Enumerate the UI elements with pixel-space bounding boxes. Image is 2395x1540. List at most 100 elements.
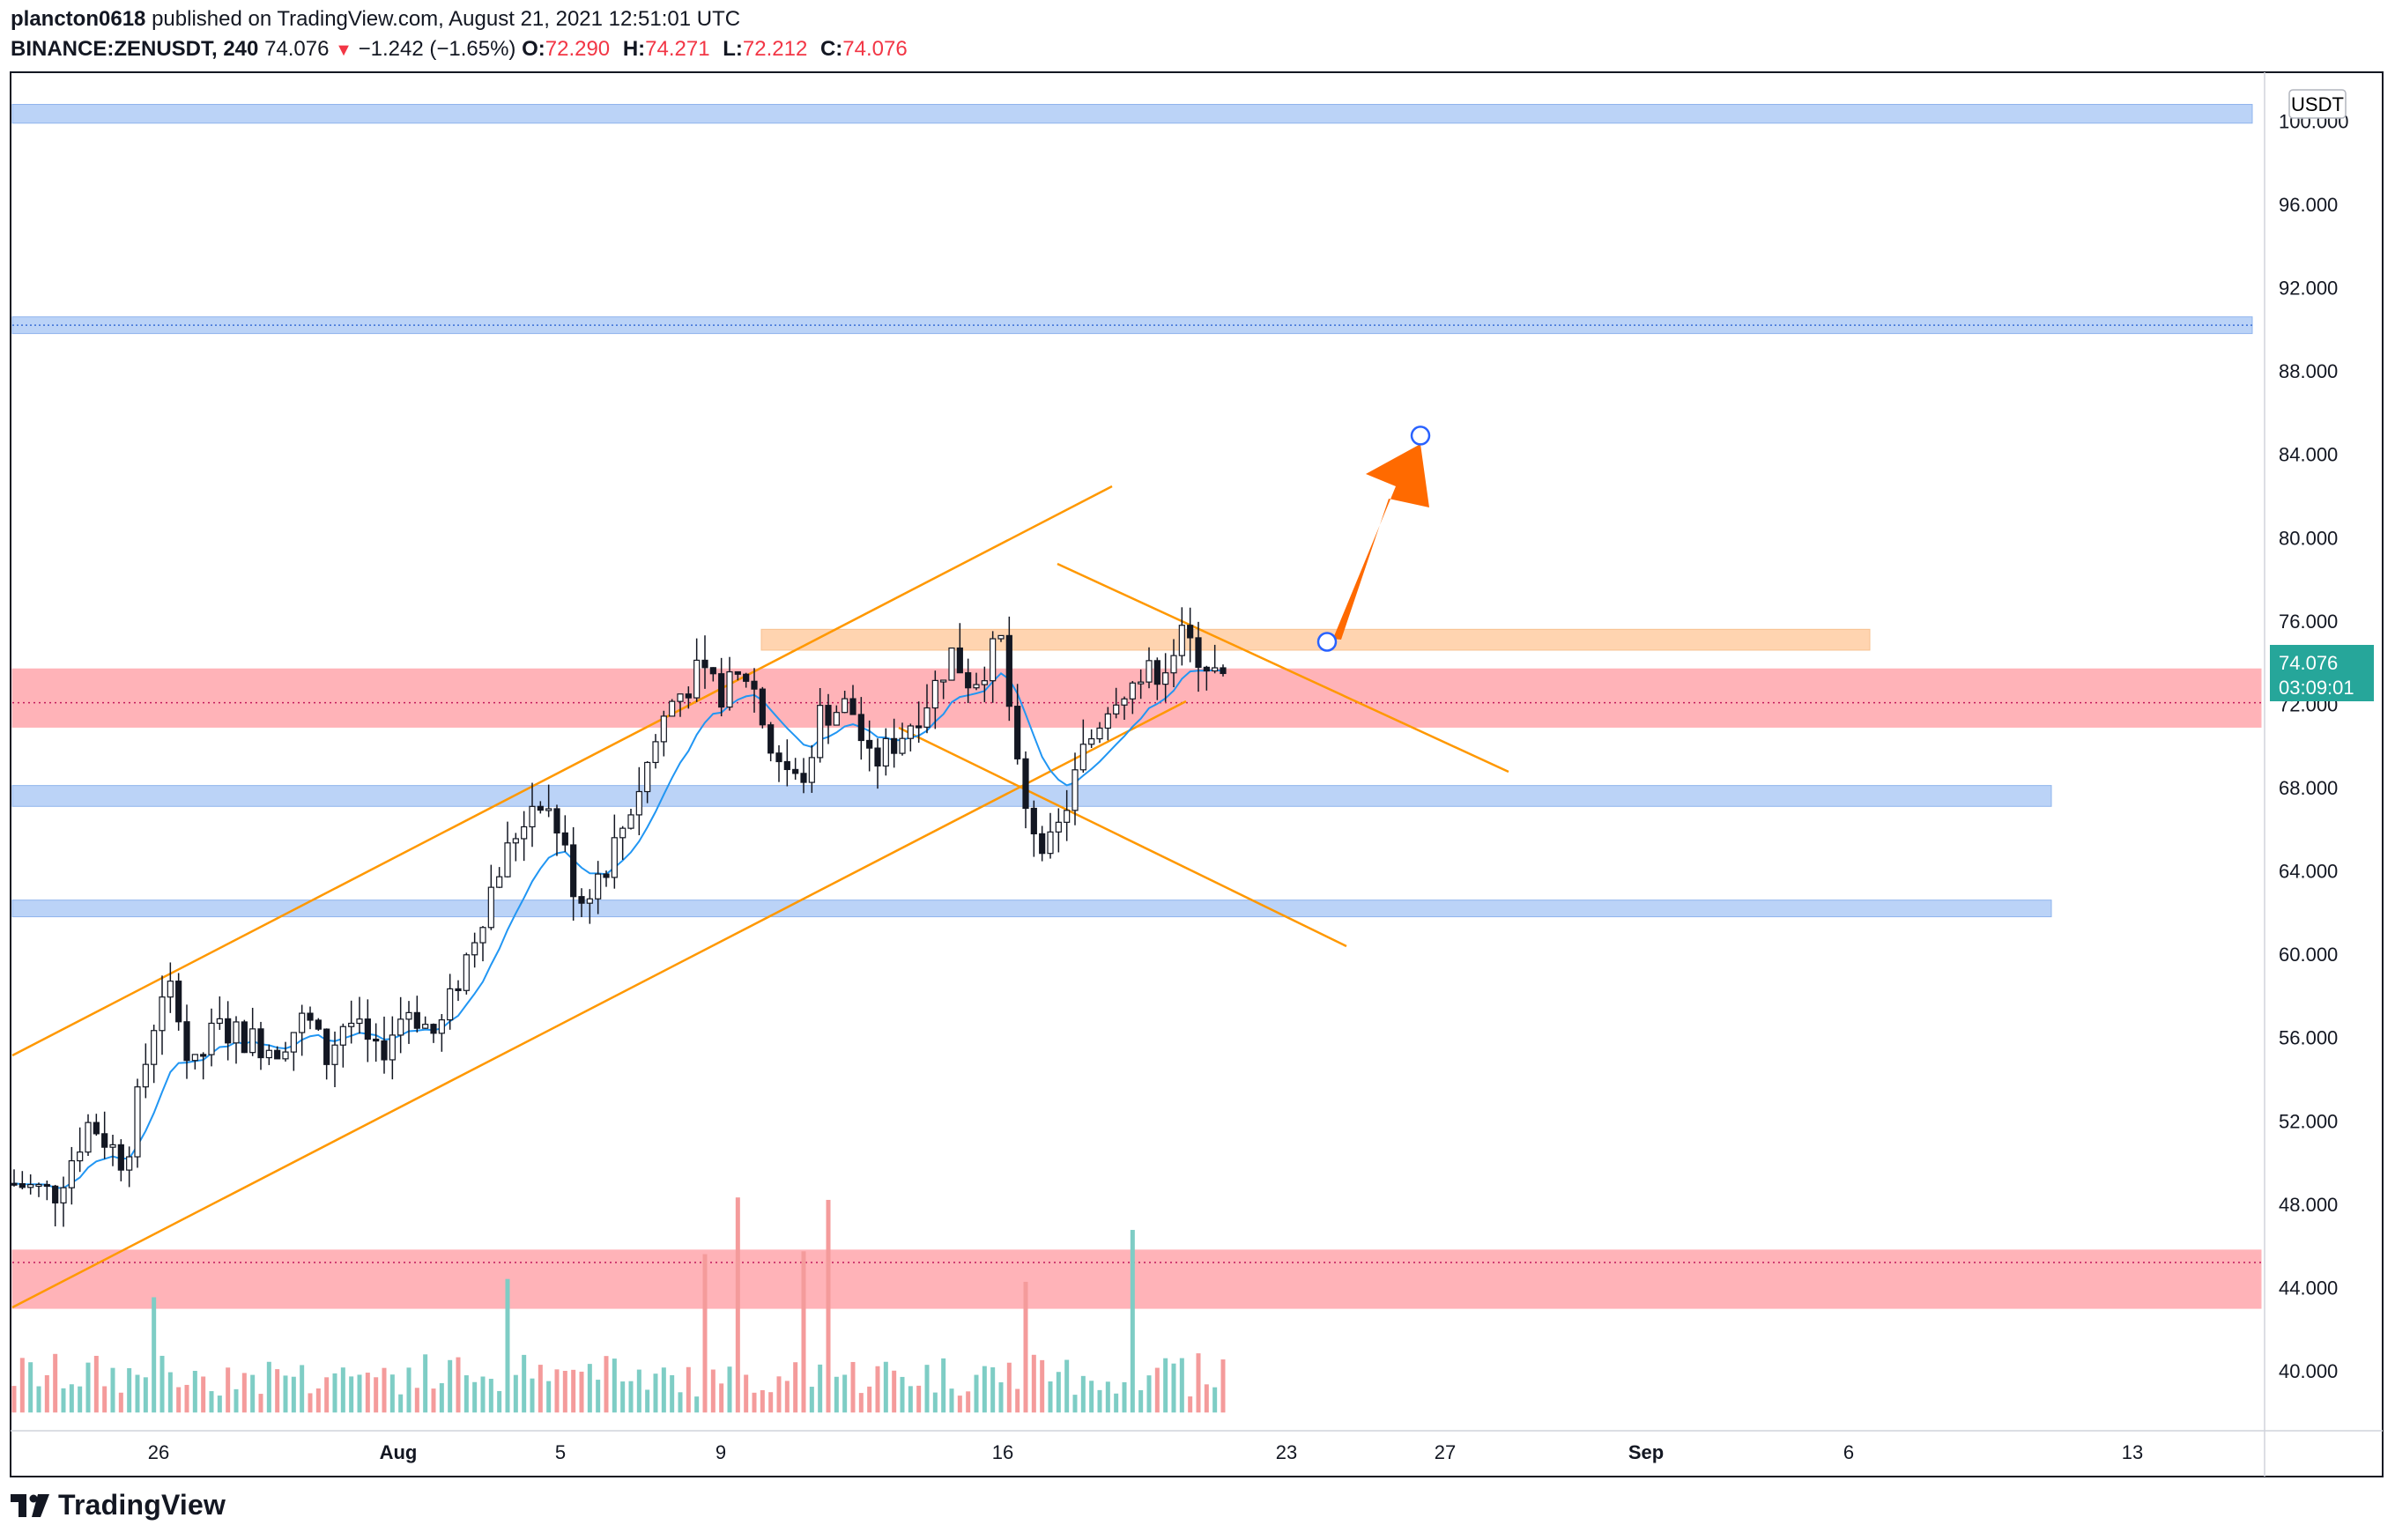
candle-body — [151, 1030, 158, 1065]
volume-bar — [85, 1362, 91, 1413]
volume-bar — [93, 1355, 99, 1413]
price-tick-label: 84.000 — [2279, 444, 2338, 466]
candle-body — [635, 790, 642, 816]
volume-bar — [53, 1353, 58, 1413]
candle-body — [134, 1086, 141, 1158]
currency-badge[interactable]: USDT — [2288, 89, 2347, 119]
symbol-name[interactable]: BINANCE:ZENUSDT, 240 — [11, 37, 259, 61]
volume-bar — [1220, 1359, 1226, 1413]
candle-body — [808, 757, 815, 783]
volume-bar — [135, 1374, 140, 1413]
volume-bar — [110, 1367, 115, 1413]
volume-bar — [538, 1365, 543, 1413]
chart-frame — [10, 71, 2384, 1477]
zone-orange — [760, 628, 1871, 651]
tradingview-logo[interactable]: TradingView — [11, 1489, 226, 1521]
volume-bar — [596, 1380, 601, 1413]
candle-body — [849, 698, 856, 715]
candle-body — [381, 1040, 388, 1061]
candle-body — [208, 1022, 215, 1055]
candle-body — [241, 1021, 248, 1054]
candle-body — [709, 667, 716, 675]
volume-bar — [645, 1389, 650, 1413]
zone-blue — [11, 104, 2253, 124]
candle-body — [175, 981, 182, 1023]
volume-bar — [809, 1387, 814, 1413]
candle-body — [373, 1038, 380, 1042]
candle-body — [1170, 655, 1177, 674]
candle-body — [652, 741, 659, 764]
price-tick-label: 88.000 — [2279, 360, 2338, 382]
volume-bar — [472, 1381, 478, 1413]
candle-body — [783, 760, 790, 771]
volume-bar — [974, 1374, 979, 1413]
candle-body — [512, 838, 519, 844]
candle-body — [553, 808, 560, 834]
candle-body — [1146, 660, 1153, 683]
volume-bar — [480, 1376, 486, 1413]
down-arrow-icon: ▼ — [335, 41, 352, 60]
volume-bar — [332, 1373, 337, 1413]
candle-body — [931, 679, 938, 709]
candle-body — [923, 707, 931, 728]
volume-bar — [653, 1373, 658, 1413]
candle-body — [825, 705, 832, 726]
candle-body — [315, 1019, 322, 1030]
candle-body — [1014, 706, 1021, 759]
candle-body — [965, 672, 972, 689]
volume-bar — [201, 1376, 206, 1413]
volume-bar — [546, 1381, 552, 1413]
author-name[interactable]: plancton0618 — [11, 7, 146, 31]
wedge-lower-line — [898, 726, 1347, 948]
volume-bar — [1146, 1375, 1152, 1413]
volume-bar — [612, 1359, 617, 1413]
volume-bar — [61, 1388, 66, 1413]
volume-bar — [1097, 1389, 1102, 1413]
candle-body — [603, 873, 610, 878]
target-arrow — [1324, 444, 1429, 640]
volume-bar — [398, 1394, 404, 1413]
candle-body — [282, 1051, 289, 1060]
volume-bar — [966, 1391, 971, 1413]
volume-bar — [250, 1374, 256, 1413]
volume-bar — [579, 1371, 584, 1413]
candle-body — [1138, 681, 1145, 685]
candle-body — [249, 1028, 256, 1054]
candle-body — [973, 684, 980, 689]
candle-body — [726, 670, 733, 708]
volume-bar — [1114, 1393, 1119, 1413]
volume-bar — [11, 1386, 17, 1413]
volume-bar — [456, 1357, 461, 1413]
volume-bar — [283, 1375, 288, 1413]
candle-body — [1071, 769, 1079, 811]
volume-bar — [719, 1383, 724, 1413]
candle-body — [1022, 758, 1029, 810]
volume-bar — [571, 1369, 576, 1413]
arrow-end-handle — [1410, 426, 1431, 446]
volume-bar — [266, 1361, 271, 1413]
candle-body — [117, 1144, 124, 1171]
time-axis[interactable]: 26 Aug 5 9 16 23 27 Sep 6 13 — [148, 1441, 2143, 1463]
symbol-legend: BINANCE:ZENUSDT, 240 74.076 ▼ −1.242 (−1… — [11, 37, 915, 62]
time-tick-label: 13 — [2122, 1441, 2143, 1463]
candle-body — [956, 647, 963, 674]
volume-bar — [982, 1366, 987, 1413]
price-tick-label: 76.000 — [2279, 611, 2338, 633]
candle-body — [1178, 625, 1185, 656]
low-value: 72.212 — [742, 37, 808, 61]
volume-bar — [900, 1376, 905, 1413]
price-axis[interactable]: 100.00096.00092.00088.00084.00080.00076.… — [2279, 110, 2349, 1382]
volume-bar — [801, 1251, 806, 1413]
candle-body — [348, 1022, 355, 1027]
candle-body — [1153, 660, 1160, 685]
candle-body — [734, 670, 741, 675]
candle-layer — [11, 607, 1227, 1227]
volume-bar — [784, 1381, 790, 1413]
volume-bar — [1023, 1281, 1028, 1413]
candle-body — [471, 942, 478, 956]
volume-bar — [710, 1369, 716, 1413]
candle-body — [1030, 807, 1037, 835]
last-price-label: 74.076 — [2279, 652, 2338, 674]
ema-layer — [13, 669, 1224, 1189]
